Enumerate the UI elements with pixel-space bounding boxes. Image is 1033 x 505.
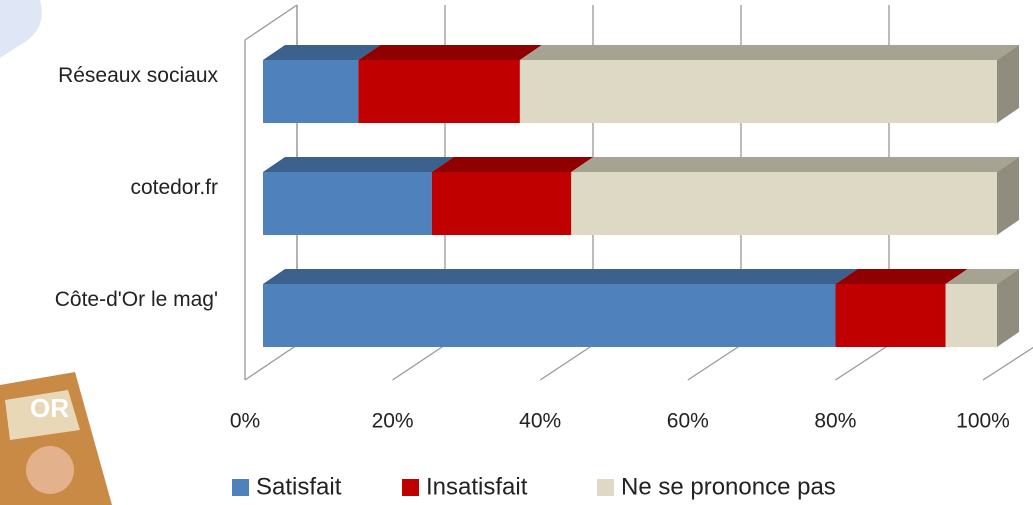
bar: [263, 284, 836, 347]
bar-side: [997, 269, 1019, 347]
bar-top: [571, 157, 1019, 172]
grid-line: [982, 346, 1033, 381]
legend-label: Insatisfait: [426, 473, 528, 500]
legend-swatch: [402, 479, 419, 496]
bar: [358, 60, 520, 123]
category-label: Réseaux sociaux: [58, 64, 218, 87]
bar-top: [519, 45, 1019, 60]
grid-line: [835, 344, 890, 381]
bar: [263, 60, 359, 123]
bar-top: [431, 157, 594, 172]
x-tick-label: 60%: [667, 410, 709, 433]
legend-label: Ne se prononce pas: [621, 473, 836, 500]
legend-swatch: [232, 479, 249, 496]
wall-edge: [244, 4, 298, 41]
bar-top: [263, 45, 381, 60]
bar: [945, 284, 997, 347]
decor-bubble: [0, 0, 42, 58]
grid-line: [392, 344, 446, 381]
svg-text:OR: OR: [30, 393, 69, 423]
bar-top: [263, 157, 454, 172]
grid-line: [244, 344, 298, 381]
category-label: cotedor.fr: [130, 176, 218, 199]
bar-top: [263, 269, 858, 284]
bar: [519, 60, 997, 123]
bar-top: [835, 269, 968, 284]
x-tick-label: 0%: [230, 410, 260, 433]
bar: [431, 172, 572, 235]
bar: [835, 284, 946, 347]
legend-swatch: [597, 479, 614, 496]
legend-label: Satisfait: [256, 473, 342, 500]
bar-top: [358, 45, 542, 60]
x-tick-label: 80%: [814, 410, 856, 433]
bar-side: [997, 45, 1019, 123]
bar-top: [945, 269, 1019, 284]
grid-line: [687, 344, 742, 381]
x-tick-label: 40%: [519, 410, 561, 433]
x-tick-label: 20%: [372, 410, 414, 433]
decor-magazine: OR: [0, 372, 112, 505]
x-tick-label: 100%: [956, 410, 1010, 433]
grid-line: [539, 344, 594, 381]
bar: [263, 172, 432, 235]
bar-side: [997, 157, 1019, 235]
bar: [571, 172, 997, 235]
category-label: Côte-d'Or le mag': [55, 288, 218, 311]
